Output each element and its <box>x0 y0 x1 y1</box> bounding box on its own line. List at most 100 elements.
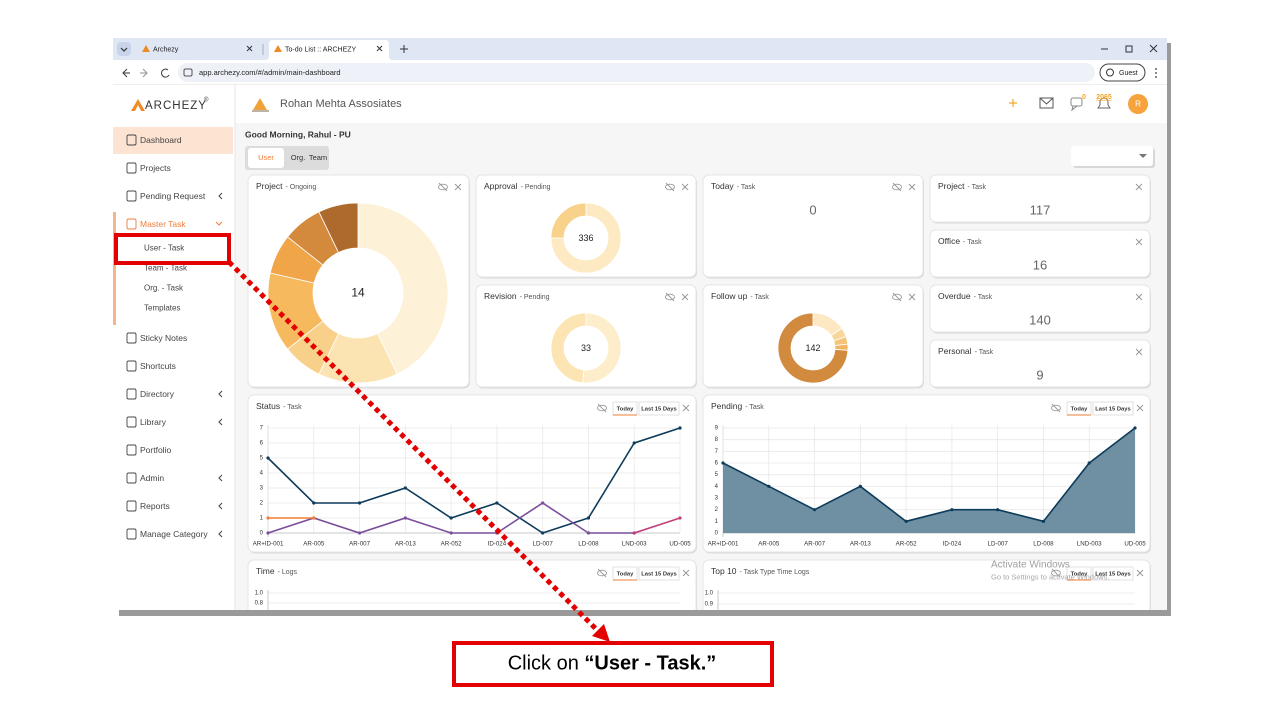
sidebar-item[interactable]: Manage Category <box>126 528 223 540</box>
hide-icon[interactable] <box>892 182 902 192</box>
point <box>266 531 270 535</box>
sidebar-item[interactable]: Shortcuts <box>126 360 176 372</box>
hide-icon[interactable] <box>665 292 675 302</box>
chart-filter[interactable]: Today <box>612 566 638 581</box>
add-button[interactable] <box>1009 99 1017 107</box>
menu-dot <box>1155 76 1157 78</box>
x-tick-label: ID-024 <box>488 541 507 548</box>
sidebar-item[interactable]: Directory <box>126 388 223 400</box>
sidebar-item[interactable]: Portfolio <box>126 444 171 456</box>
dotted-arrow <box>227 260 600 633</box>
point <box>767 484 771 488</box>
watermark-title: Activate Windows <box>991 560 1070 571</box>
address-bar[interactable] <box>178 63 1095 82</box>
tab-close <box>376 45 383 52</box>
card-title-sub: - Task <box>967 184 986 191</box>
donut-center: 336 <box>578 233 593 243</box>
callout-bold: “User - Task.” <box>584 653 716 675</box>
hide-icon[interactable] <box>1051 403 1061 413</box>
chart-filter[interactable]: Last 15 Days <box>638 566 680 581</box>
dropdown-bg <box>1071 146 1153 166</box>
chart-filter[interactable]: Last 15 Days <box>1092 566 1134 581</box>
chevron <box>120 47 128 52</box>
profile-pill[interactable] <box>1099 63 1146 82</box>
new-tab[interactable] <box>400 45 408 53</box>
chart-filter[interactable]: Today <box>1066 401 1092 416</box>
sidebar-label: Pending Request <box>140 191 206 201</box>
filter-bg <box>638 566 680 581</box>
close-icon[interactable] <box>454 183 462 191</box>
hide-icon[interactable] <box>665 182 675 192</box>
close-icon[interactable] <box>1135 293 1143 301</box>
browser-tab[interactable]: Archezy <box>142 44 264 55</box>
series-line <box>633 517 681 534</box>
y-tick-label: 6 <box>715 461 719 467</box>
sidebar-item[interactable]: Dashboard <box>113 127 233 154</box>
browser-tab[interactable]: To-do List :: ARCHEZY <box>265 40 393 60</box>
messages-button[interactable] <box>1070 97 1083 112</box>
close-icon[interactable] <box>1136 569 1144 577</box>
close-icon[interactable] <box>1136 404 1144 412</box>
chart-filter[interactable]: Last 15 Days <box>638 401 680 416</box>
hide-icon[interactable] <box>438 182 448 192</box>
close-icon[interactable] <box>1135 238 1143 246</box>
filter-label: Today <box>617 572 634 578</box>
close[interactable] <box>1149 44 1158 53</box>
eye-slash <box>597 403 607 413</box>
close-icon[interactable] <box>1135 348 1143 356</box>
sidebar-item[interactable]: Admin <box>126 472 223 484</box>
close-icon[interactable] <box>681 183 689 191</box>
close-stroke <box>908 183 916 191</box>
sidebar-item[interactable]: Sticky Notes <box>126 332 187 344</box>
sidebar-item[interactable]: Library <box>126 416 223 428</box>
y-tick-label: 3 <box>715 496 719 502</box>
hide-icon[interactable] <box>597 568 607 578</box>
sidebar-subitem[interactable]: Org. - Task <box>144 284 184 293</box>
y-tick-label: 2 <box>260 501 264 507</box>
card-title: Project - Ongoing <box>256 181 316 191</box>
reload[interactable] <box>161 68 170 78</box>
hide-icon[interactable] <box>1051 568 1061 578</box>
point <box>632 531 636 535</box>
restore[interactable] <box>1125 45 1133 53</box>
close-icon[interactable] <box>682 569 690 577</box>
chart-filter[interactable]: Today <box>1066 566 1092 581</box>
donut-hole <box>313 248 403 338</box>
eye-shape <box>1051 404 1061 412</box>
tab-dropdown[interactable] <box>117 42 131 56</box>
view-toggle[interactable]: Org. <box>291 153 306 162</box>
sidebar-item[interactable]: Reports <box>126 500 223 512</box>
sidebar-item[interactable]: Projects <box>126 162 171 174</box>
view-toggle[interactable]: Team <box>309 153 327 162</box>
filter-dropdown[interactable] <box>1071 146 1155 168</box>
view-toggle[interactable]: User <box>248 148 284 168</box>
hide-icon[interactable] <box>597 403 607 413</box>
item-icon <box>126 528 137 540</box>
avatar[interactable]: R <box>1128 94 1148 114</box>
sidebar-subitem[interactable]: User - Task <box>144 244 185 253</box>
close-stroke <box>1135 238 1143 246</box>
sidebar-subitem[interactable]: Templates <box>144 304 180 313</box>
close-stroke <box>454 183 462 191</box>
point <box>357 501 362 505</box>
close-icon[interactable] <box>908 183 916 191</box>
mail-button[interactable] <box>1039 97 1054 109</box>
tab-dropdown-bg <box>117 42 131 56</box>
company-name: Rohan Mehta Assosiates <box>280 98 402 110</box>
sidebar-sublabel: User - Task <box>144 244 185 253</box>
notifications-button[interactable] <box>1097 97 1111 109</box>
sidebar-subitem[interactable]: Team - Task <box>144 264 188 273</box>
chart-filter[interactable]: Today <box>612 401 638 416</box>
close-icon[interactable] <box>908 293 916 301</box>
close-icon[interactable] <box>1135 183 1143 191</box>
sidebar-item[interactable]: Master Task <box>113 212 223 325</box>
point <box>312 516 316 520</box>
close-icon[interactable] <box>681 293 689 301</box>
chart-filter[interactable]: Last 15 Days <box>1092 401 1134 416</box>
hide-icon[interactable] <box>892 292 902 302</box>
close-icon[interactable] <box>682 404 690 412</box>
sidebar-sublabel: Templates <box>144 304 180 313</box>
active-bg <box>113 127 233 154</box>
window-controls <box>1101 44 1158 53</box>
sidebar-item[interactable]: Pending Request <box>126 190 223 202</box>
